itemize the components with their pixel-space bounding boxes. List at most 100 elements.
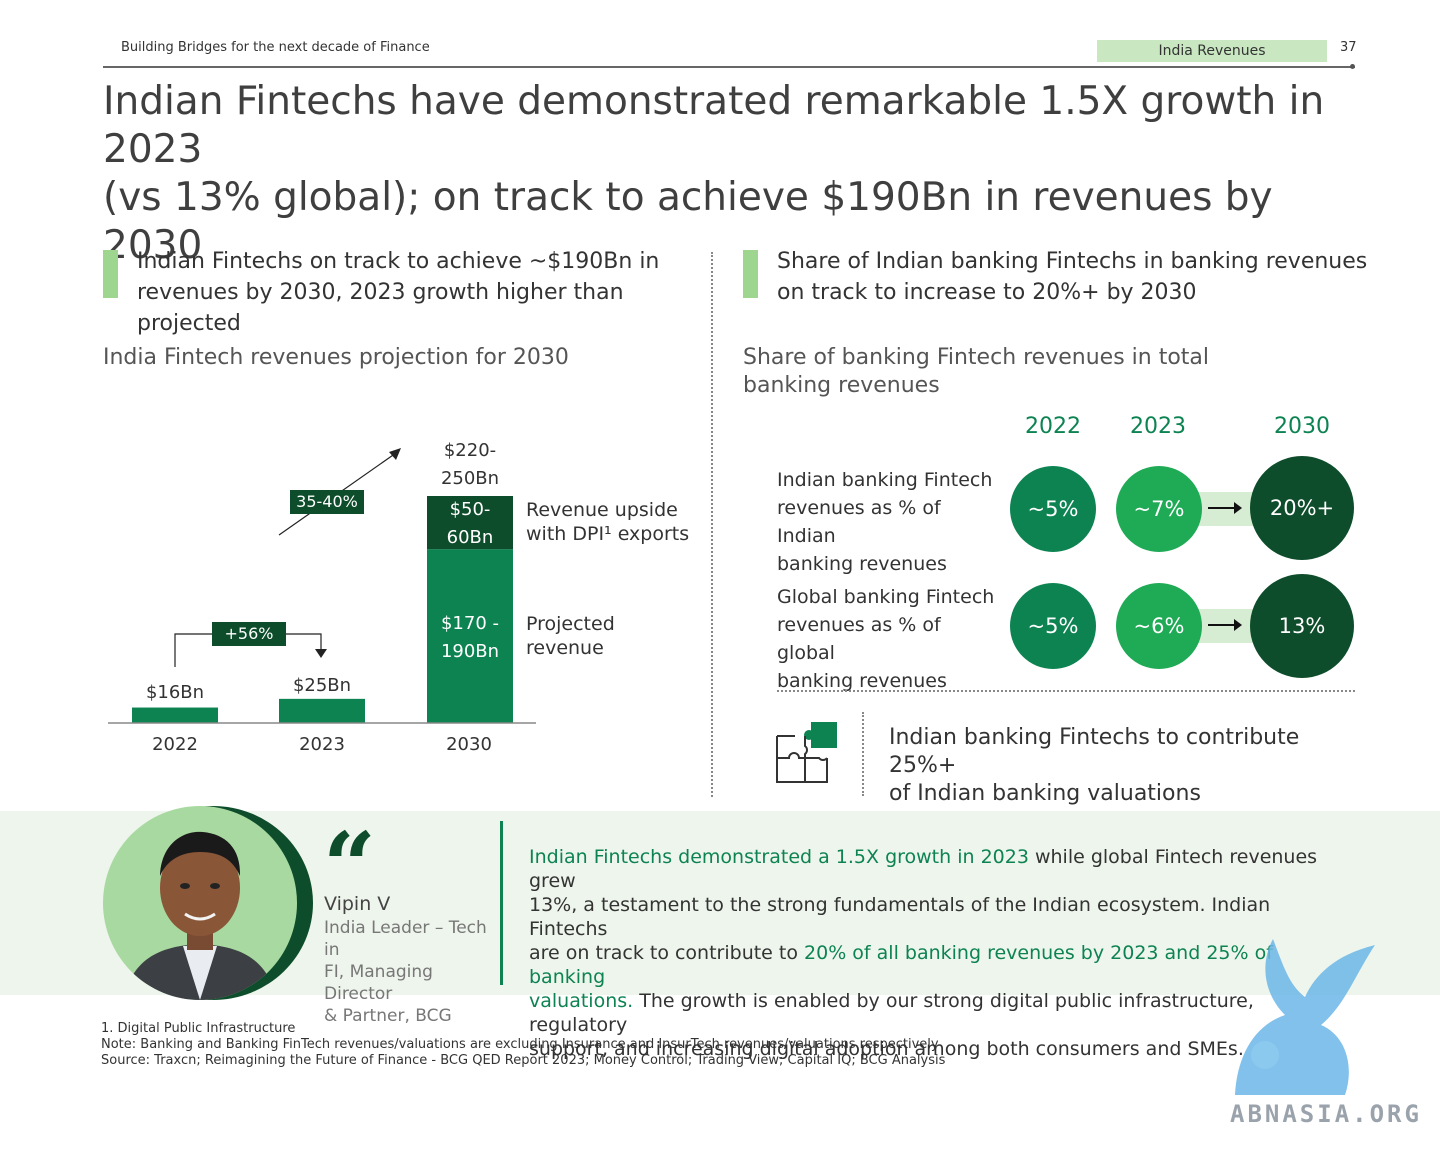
note-upside: Revenue upside with DPI¹ exports [526, 498, 706, 546]
quote-line1-rest: while global Fintech revenues grew [529, 846, 1318, 892]
arrow-right-icon [1208, 502, 1242, 514]
row-label-global-line3: banking revenues [777, 670, 947, 692]
quote-line4-rest: The growth is enabled by our strong digi… [529, 990, 1254, 1036]
person-role-line2: FI, Managing Director [324, 962, 433, 1004]
bar-value-label-2022: $16Bn [145, 682, 205, 703]
row-label-india-line1: Indian banking Fintech [777, 469, 993, 491]
right-chart-title: Share of banking Fintech revenues in tot… [743, 344, 1263, 400]
year-header-2023: 2023 [1130, 414, 1186, 439]
quote-highlight-1: Indian Fintechs demonstrated a 1.5X grow… [529, 846, 1029, 868]
note-projected-line2: revenue [526, 637, 604, 659]
bar-chart-svg [108, 448, 536, 724]
quote-line2: 13%, a testament to the strong fundament… [529, 894, 1271, 940]
growth-bracket-arrowhead [315, 649, 327, 658]
footnote-source: Source: Traxcn; Reimagining the Future o… [101, 1053, 946, 1068]
bar-projected-label-line2: 190Bn [440, 641, 500, 662]
growth-pill-cagr: 35-40% [290, 490, 364, 514]
note-projected-line1: Projected [526, 613, 615, 635]
x-tick-2030: 2030 [446, 734, 492, 755]
header-divider-dot [1350, 64, 1355, 69]
bar-upside-label: $50- 60Bn [427, 496, 513, 552]
bar-upside-label-line2: 60Bn [446, 527, 494, 548]
revenue-bar-chart: +56% 35-40% $16Bn $25Bn $220- 250Bn $50-… [0, 0, 720, 800]
right-heading: Share of Indian banking Fintechs in bank… [777, 246, 1377, 308]
bar-upside-2030 [427, 496, 513, 550]
bar-projected-label: $170 - 190Bn [427, 610, 513, 666]
bar-projected-2022 [132, 707, 218, 723]
footnotes: 1. Digital Public Infrastructure Note: B… [101, 1021, 945, 1069]
left-heading: Indian Fintechs on track to achieve ~$19… [137, 246, 707, 339]
india-2022-circle: ~5% [1010, 466, 1096, 552]
bar-total-label-line2: 250Bn [440, 468, 500, 489]
quote-line4: valuations. The growth is enabled by our… [529, 989, 1349, 1037]
page-title-line1: Indian Fintechs have demonstrated remark… [103, 79, 1325, 172]
left-heading-line2: revenues by 2030, 2023 growth higher tha… [137, 280, 624, 336]
page-title: Indian Fintechs have demonstrated remark… [103, 78, 1353, 270]
bar-projected-label-line1: $170 - [440, 613, 500, 634]
person-role: India Leader – Tech in FI, Managing Dire… [324, 917, 504, 1027]
bar-total-label-line1: $220- [443, 440, 497, 461]
note-upside-line2: with DPI¹ exports [526, 523, 690, 545]
bar-value-label-2023: $25Bn [292, 675, 352, 696]
section-tag: India Revenues [1097, 40, 1327, 62]
right-accent-bar [743, 250, 758, 298]
footnote-note: Note: Banking and Banking FinTech revenu… [101, 1037, 939, 1052]
growth-pill-2023: +56% [212, 622, 286, 646]
valuation-line2: of Indian banking valuations [889, 781, 1201, 806]
quote-line5: support, and increasing digital adoption… [529, 1038, 1244, 1060]
person-photo [123, 831, 277, 1000]
year-header-2030: 2030 [1274, 414, 1330, 439]
row-label-global: Global banking Fintech revenues as % of … [777, 583, 1002, 695]
global-2030-circle: 13% [1250, 574, 1354, 678]
right-chart-title-line2: banking revenues [743, 373, 940, 398]
right-chart-title-line1: Share of banking Fintech revenues in tot… [743, 345, 1210, 370]
left-chart-title: India Fintech revenues projection for 20… [103, 345, 569, 370]
india-2030-circle: 20%+ [1250, 456, 1354, 560]
page-title-line2: (vs 13% global); on track to achieve $19… [103, 175, 1273, 268]
quote-highlight-3: valuations. [529, 990, 634, 1012]
bar-upside-label-line1: $50- [449, 499, 491, 520]
avatar [103, 806, 297, 1000]
global-2023-circle: ~6% [1116, 583, 1202, 669]
page-number: 37 [1340, 40, 1357, 55]
global-2022-circle: ~5% [1010, 583, 1096, 669]
year-header-2022: 2022 [1025, 414, 1081, 439]
report-title: Building Bridges for the next decade of … [121, 40, 430, 55]
person-role-line3: & Partner, BCG [324, 1006, 452, 1026]
row-label-global-line1: Global banking Fintech [777, 586, 995, 608]
x-tick-2022: 2022 [152, 734, 198, 755]
quote-line1: Indian Fintechs demonstrated a 1.5X grow… [529, 845, 1349, 893]
bar-total-label-2030: $220- 250Bn [420, 437, 520, 493]
quote-text: Indian Fintechs demonstrated a 1.5X grow… [529, 845, 1349, 1061]
row-label-india: Indian banking Fintech revenues as % of … [777, 466, 1002, 578]
valuation-line1: Indian banking Fintechs to contribute 25… [889, 725, 1300, 778]
quote-divider [500, 821, 503, 985]
bar-projected-2030 [427, 549, 513, 723]
quote-line3: are on track to contribute to 20% of all… [529, 941, 1349, 989]
note-projected: Projected revenue [526, 612, 706, 660]
row-label-global-line2: revenues as % of global [777, 614, 941, 664]
header-divider [103, 66, 1355, 68]
right-divider [777, 690, 1355, 692]
note-upside-line1: Revenue upside [526, 499, 678, 521]
panel-divider [711, 252, 713, 797]
quote-line3-pre: are on track to contribute to [529, 942, 805, 964]
right-heading-line2: on track to increase to 20%+ by 2030 [777, 280, 1197, 305]
watermark-text: ABNASIA.ORG [1230, 1100, 1422, 1128]
bar-projected-2023 [279, 698, 365, 723]
quote-highlight-2: 20% of all banking revenues by 2023 and … [529, 942, 1273, 988]
left-heading-line1: Indian Fintechs on track to achieve ~$19… [137, 249, 660, 274]
watermark-logo [1235, 939, 1375, 1095]
footnote-1: 1. Digital Public Infrastructure [101, 1021, 296, 1036]
left-accent-bar [103, 250, 118, 298]
cagr-arrowhead [389, 448, 401, 460]
puzzle-icon [776, 722, 837, 783]
person-role-line1: India Leader – Tech in [324, 918, 487, 960]
arrow-right-icon [1208, 619, 1242, 631]
person-name: Vipin V [324, 893, 391, 915]
valuation-statement: Indian banking Fintechs to contribute 25… [889, 724, 1369, 808]
right-heading-line1: Share of Indian banking Fintechs in bank… [777, 249, 1368, 274]
valuation-divider [862, 712, 864, 796]
x-tick-2023: 2023 [299, 734, 345, 755]
row-label-india-line3: banking revenues [777, 553, 947, 575]
